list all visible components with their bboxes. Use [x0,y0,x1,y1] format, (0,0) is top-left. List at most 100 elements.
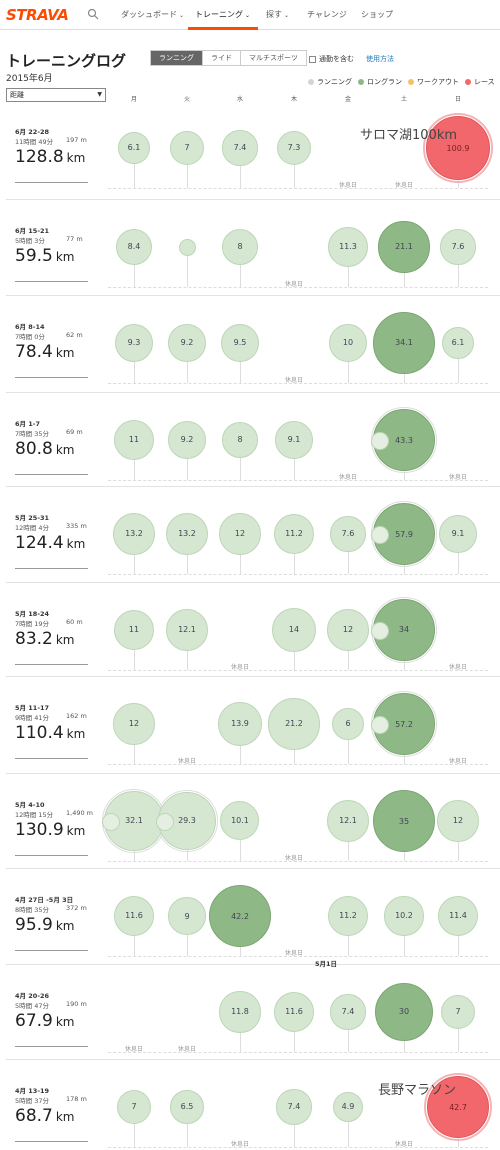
activity-bubble[interactable]: 9.5 [220,323,260,363]
secondary-activity-bubble[interactable] [371,526,389,544]
week-date-range[interactable]: 5月 18-24 [15,610,50,618]
activity-bubble[interactable]: 9.3 [115,324,153,362]
search-icon[interactable] [87,8,99,20]
day-stem [294,534,295,574]
nav-item-4[interactable]: ショップ [361,9,393,20]
activity-bubble[interactable]: 12 [327,609,369,651]
week-date-range[interactable]: 6月 8-14 [15,323,45,331]
activity-bubble[interactable]: 21.1 [378,221,430,273]
activity-bubble[interactable]: 35 [373,790,435,852]
activity-bubble[interactable] [178,238,196,256]
activity-bubble[interactable]: 7 [440,994,476,1030]
activity-bubble[interactable]: 11 [113,609,155,651]
activity-bubble[interactable]: 7.6 [440,229,476,265]
activity-bubble[interactable]: 11.2 [273,513,315,555]
week-total-value: 95.9 [15,915,53,935]
activity-bubble[interactable]: 7.4 [222,130,258,166]
week-date-range[interactable]: 6月 22-28 [15,128,50,136]
activity-bubble[interactable]: 11.2 [327,895,369,937]
week-date-range[interactable]: 4月 27日 -5月 3日 [15,896,74,904]
week-date-range[interactable]: 6月 15-21 [15,227,50,235]
nav-item-3[interactable]: チャレンジ [307,9,347,20]
activity-bubble[interactable]: 30 [374,982,434,1042]
activity-bubble[interactable]: 42.2 [209,885,271,947]
activity-bubble[interactable]: 7.6 [330,516,366,552]
activity-bubble[interactable]: 13.2 [165,512,209,556]
activity-bubble[interactable]: 7 [116,1089,152,1125]
activity-bubble[interactable]: 11.6 [113,895,155,937]
week-date-range[interactable]: 4月 20-26 [15,992,50,1000]
activity-bubble[interactable]: 100.9 [426,116,490,180]
tab-multisport[interactable]: マルチスポーツ [241,51,306,65]
activity-bubble[interactable]: 9.2 [168,324,206,362]
activity-bubble[interactable]: 9.1 [439,515,477,553]
activity-bubble[interactable]: 4.9 [332,1091,364,1123]
activity-bubble[interactable]: 14 [272,608,316,652]
commute-toggle[interactable]: 通勤を含む [309,54,354,64]
activity-bubble[interactable]: 12 [437,800,479,842]
activity-bubble[interactable]: 6.1 [441,326,475,360]
tab-ride[interactable]: ライド [203,51,241,65]
week-date-range[interactable]: 6月 1-7 [15,420,41,428]
activity-bubble[interactable]: 7 [169,130,205,166]
activity-bubble[interactable]: 12 [219,513,261,555]
activity-bubble[interactable]: 12.1 [327,800,369,842]
activity-bubble[interactable]: 11.4 [437,895,479,937]
activity-bubble[interactable]: 7.4 [276,1089,312,1125]
legend-item: レース [465,77,495,87]
week-elevation: 62 m [66,331,83,339]
week-baseline [108,1147,488,1148]
activity-bubble[interactable]: 9.1 [275,421,313,459]
activity-bubble[interactable]: 6.5 [170,1090,204,1124]
week-divider [6,582,500,583]
nav-item-2[interactable]: 探す ⌄ [266,9,289,20]
activity-bubble[interactable]: 12.1 [166,609,208,651]
metric-select[interactable]: 距離 ▼ [6,88,106,102]
activity-bubble[interactable]: 6 [331,707,365,741]
activity-bubble[interactable]: 10.2 [384,896,424,936]
activity-bubble[interactable]: 11.8 [219,991,261,1033]
activity-bubble[interactable]: 12 [113,703,155,745]
activity-bubble[interactable]: 7.4 [330,994,366,1030]
activity-bubble[interactable]: 42.7 [427,1076,489,1138]
activity-bubble[interactable]: 8.4 [115,228,153,266]
week-date-range[interactable]: 5月 11-17 [15,704,50,712]
rest-day-label: 休息日 [230,664,250,671]
week-date-range[interactable]: 5月 25-31 [15,514,50,522]
activity-bubble[interactable]: 9 [168,897,206,935]
nav-item-0[interactable]: ダッシュボード ⌄ [121,9,184,20]
activity-bubble[interactable]: 7.3 [276,130,312,166]
activity-bubble[interactable]: 8 [221,228,258,265]
secondary-activity-bubble[interactable] [155,813,174,831]
week-total-unit: km [55,919,75,933]
activity-bubble[interactable]: 13.2 [112,512,156,556]
secondary-activity-bubble[interactable] [371,432,389,450]
activity-bubble[interactable]: 11.3 [327,226,369,268]
activity-bubble[interactable]: 9.2 [168,421,206,459]
activity-bubble[interactable]: 10 [328,323,368,363]
secondary-activity-bubble[interactable] [101,813,120,831]
activity-bubble[interactable]: 10.1 [220,801,260,841]
rest-day-label: 休息日 [124,1046,144,1053]
activity-bubble[interactable]: 6.1 [117,131,151,165]
week-total-distance: 130.9 km [15,820,85,840]
activity-bubble[interactable]: 34.1 [373,312,435,374]
strava-logo[interactable]: STRAVA [6,6,69,24]
activity-bubble[interactable]: 11 [113,419,155,461]
week-date-range[interactable]: 4月 13-19 [15,1087,50,1095]
week-date-range[interactable]: 5月 4-10 [15,801,45,809]
activity-bubble[interactable]: 11.6 [273,991,315,1033]
activity-bubble[interactable]: 21.2 [268,698,320,750]
race-name-label: サロマ湖100km [360,128,458,143]
race-halo [424,1073,492,1141]
chevron-down-icon: ▼ [97,91,102,98]
activity-bubble[interactable]: 13.9 [218,702,262,746]
help-link[interactable]: 使用方法 [366,55,394,63]
day-stem [458,1012,459,1052]
activity-bubble[interactable]: 8 [221,421,258,458]
secondary-activity-bubble[interactable] [371,622,390,640]
nav-item-1[interactable]: トレーニング ⌄ [195,9,250,20]
tab-running[interactable]: ランニング [151,51,203,65]
secondary-activity-bubble[interactable] [371,716,389,734]
commute-checkbox[interactable] [309,55,316,63]
